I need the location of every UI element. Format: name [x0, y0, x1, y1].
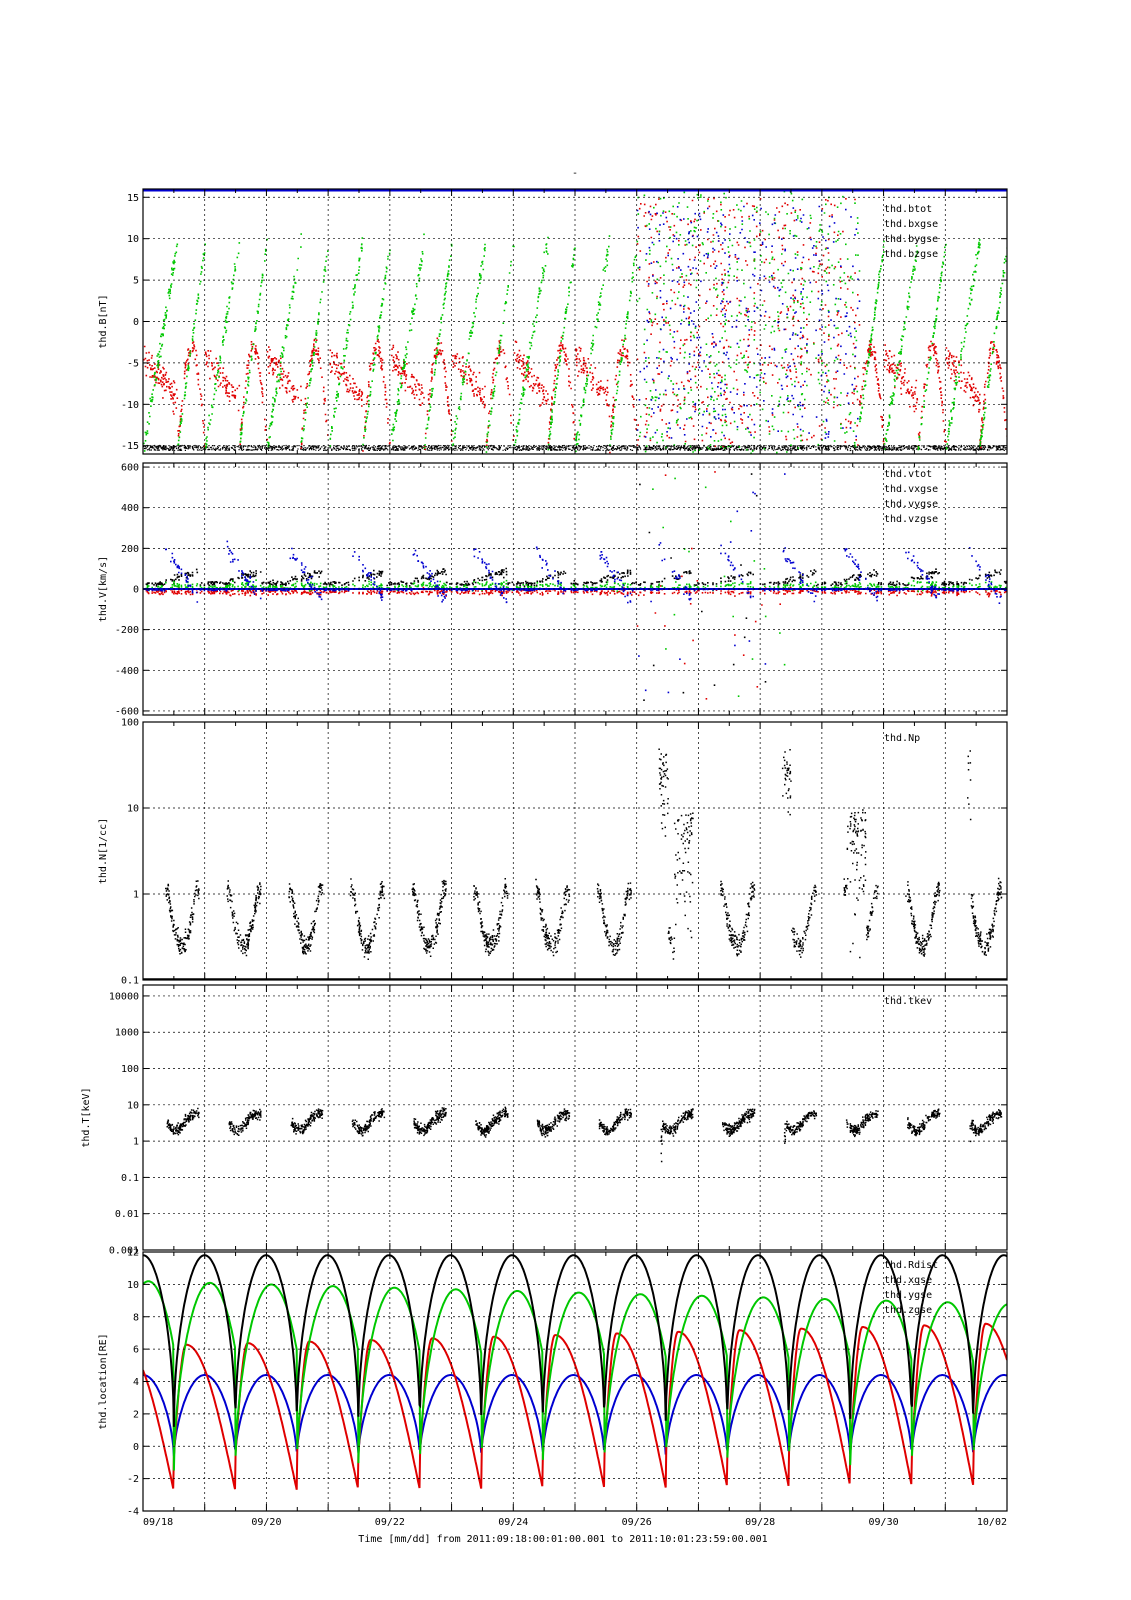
series-rdist-line: [143, 1255, 1007, 1427]
y-tick-label: -200: [115, 625, 139, 636]
x-tick-labels: 09/18 09/20 09/22 09/24 09/26 09/28 09/30 10/02: [143, 1517, 1007, 1528]
y-tick-label: 400: [121, 503, 139, 514]
y-tick-label: 1: [133, 890, 139, 901]
y-tick-label: -15: [121, 441, 139, 452]
series-bygse-points: [143, 184, 1009, 460]
series-bxgse-points: [143, 198, 1009, 454]
panel-density: thd.N[1/cc] 0.1 1 10 100 thd.Np: [98, 718, 1007, 987]
legend-zgse: thd.zgse: [884, 1305, 932, 1316]
y-tick-label: 2: [133, 1409, 139, 1420]
legend-np: thd.Np: [884, 733, 920, 744]
y-tick-label: 1000: [115, 1028, 139, 1039]
legend-rdist: thd.Rdist: [884, 1260, 938, 1271]
y-tick-label: 10: [127, 1280, 139, 1291]
x-tick-label: 09/28: [745, 1517, 775, 1528]
series-tkev-points: [167, 1107, 1003, 1163]
legend-xgse: thd.xgse: [884, 1275, 932, 1286]
legend-bygse: thd.bygse: [884, 234, 938, 245]
legend-bzgse: thd.bzgse: [884, 249, 938, 260]
y-tick-label: 5: [133, 276, 139, 287]
y-tick-label: 0: [133, 317, 139, 328]
series-np-points: [165, 749, 1002, 961]
panel-velocity: thd.V[km/s] -600 -400 -200 0 200 400 600 thd.vt…: [98, 463, 1008, 718]
y-tick-label: 10000: [109, 991, 139, 1002]
x-tick-label: 09/20: [251, 1517, 281, 1528]
y-tick-label: 0.01: [115, 1209, 139, 1220]
y-tick-label: 8: [133, 1312, 139, 1323]
x-tick-label: 09/26: [622, 1517, 652, 1528]
y-tick-label: 6: [133, 1345, 139, 1356]
legend-vtot: thd.vtot: [884, 469, 932, 480]
y-tick-label: 10: [127, 234, 139, 245]
figure-top-label: -: [572, 168, 578, 179]
x-tick-label: 09/22: [375, 1517, 405, 1528]
ylabel-location: thd.location[RE]: [98, 1333, 109, 1429]
y-tick-label: -10: [121, 400, 139, 411]
legend-vxgse: thd.vxgse: [884, 484, 938, 495]
y-tick-label: 600: [121, 463, 139, 474]
data-layer-0: [143, 184, 1009, 460]
x-tick-label: 09/18: [143, 1517, 173, 1528]
legend-vzgse: thd.vzgse: [884, 514, 938, 525]
legend-bxgse: thd.bxgse: [884, 219, 938, 230]
series-vygse-points: [146, 478, 1009, 697]
x-tick-label: 09/24: [498, 1517, 528, 1528]
legend-tkev: thd.tkev: [884, 996, 932, 1007]
y-tick-label: 10: [127, 1100, 139, 1111]
footer-time-range: Time [mm/dd] from 2011:09:18:00:01:00.00…: [358, 1534, 767, 1545]
y-tick-label: 12: [127, 1248, 139, 1259]
y-tick-label: -400: [115, 666, 139, 677]
series-bzgse-points: [637, 206, 861, 439]
y-tick-label: -4: [127, 1507, 139, 1518]
series-vxgse-points: [146, 471, 1009, 699]
y-tick-label: 0.1: [121, 1173, 139, 1184]
y-tick-label: 4: [133, 1377, 139, 1388]
y-tick-label: 10: [127, 804, 139, 815]
y-tick-label: -5: [127, 358, 139, 369]
ylabel-density: thd.N[1/cc]: [98, 818, 109, 884]
x-tick-label: 09/30: [869, 1517, 899, 1528]
y-tick-label: -2: [127, 1474, 139, 1485]
y-tick-label: 0: [133, 1442, 139, 1453]
legend-ygse: thd.ygse: [884, 1290, 932, 1301]
ylabel-temperature: thd.T[keV]: [81, 1087, 92, 1147]
panel-magnetic-field: thd.B[nT] -15 -10 -5 0 5 10 15 thd.btot thd.bxgs…: [98, 184, 1009, 460]
panel-frame: [143, 722, 1007, 980]
y-tick-label: 100: [121, 1064, 139, 1075]
y-tick-label: 200: [121, 544, 139, 555]
legend-btot: thd.btot: [884, 204, 932, 215]
y-tick-label: 100: [121, 718, 139, 729]
data-layer-3: [167, 1107, 1003, 1163]
legend-vygse: thd.vygse: [884, 499, 938, 510]
y-tick-label: 15: [127, 193, 139, 204]
ylabel-magnetic-field: thd.B[nT]: [98, 294, 109, 348]
ylabel-velocity: thd.V[km/s]: [98, 556, 109, 622]
data-layer-1: [143, 471, 1008, 701]
y-tick-label: 0.1: [121, 976, 139, 987]
y-tick-label: -600: [115, 706, 139, 717]
y-tick-label: 0: [133, 585, 139, 596]
x-tick-label: 10/02: [977, 1517, 1007, 1528]
y-tick-label: 1: [133, 1137, 139, 1148]
panel-location: thd.location[RE] -4 -2 0 2 4 6 8 10 12 thd.Rdist t…: [98, 1248, 1007, 1518]
